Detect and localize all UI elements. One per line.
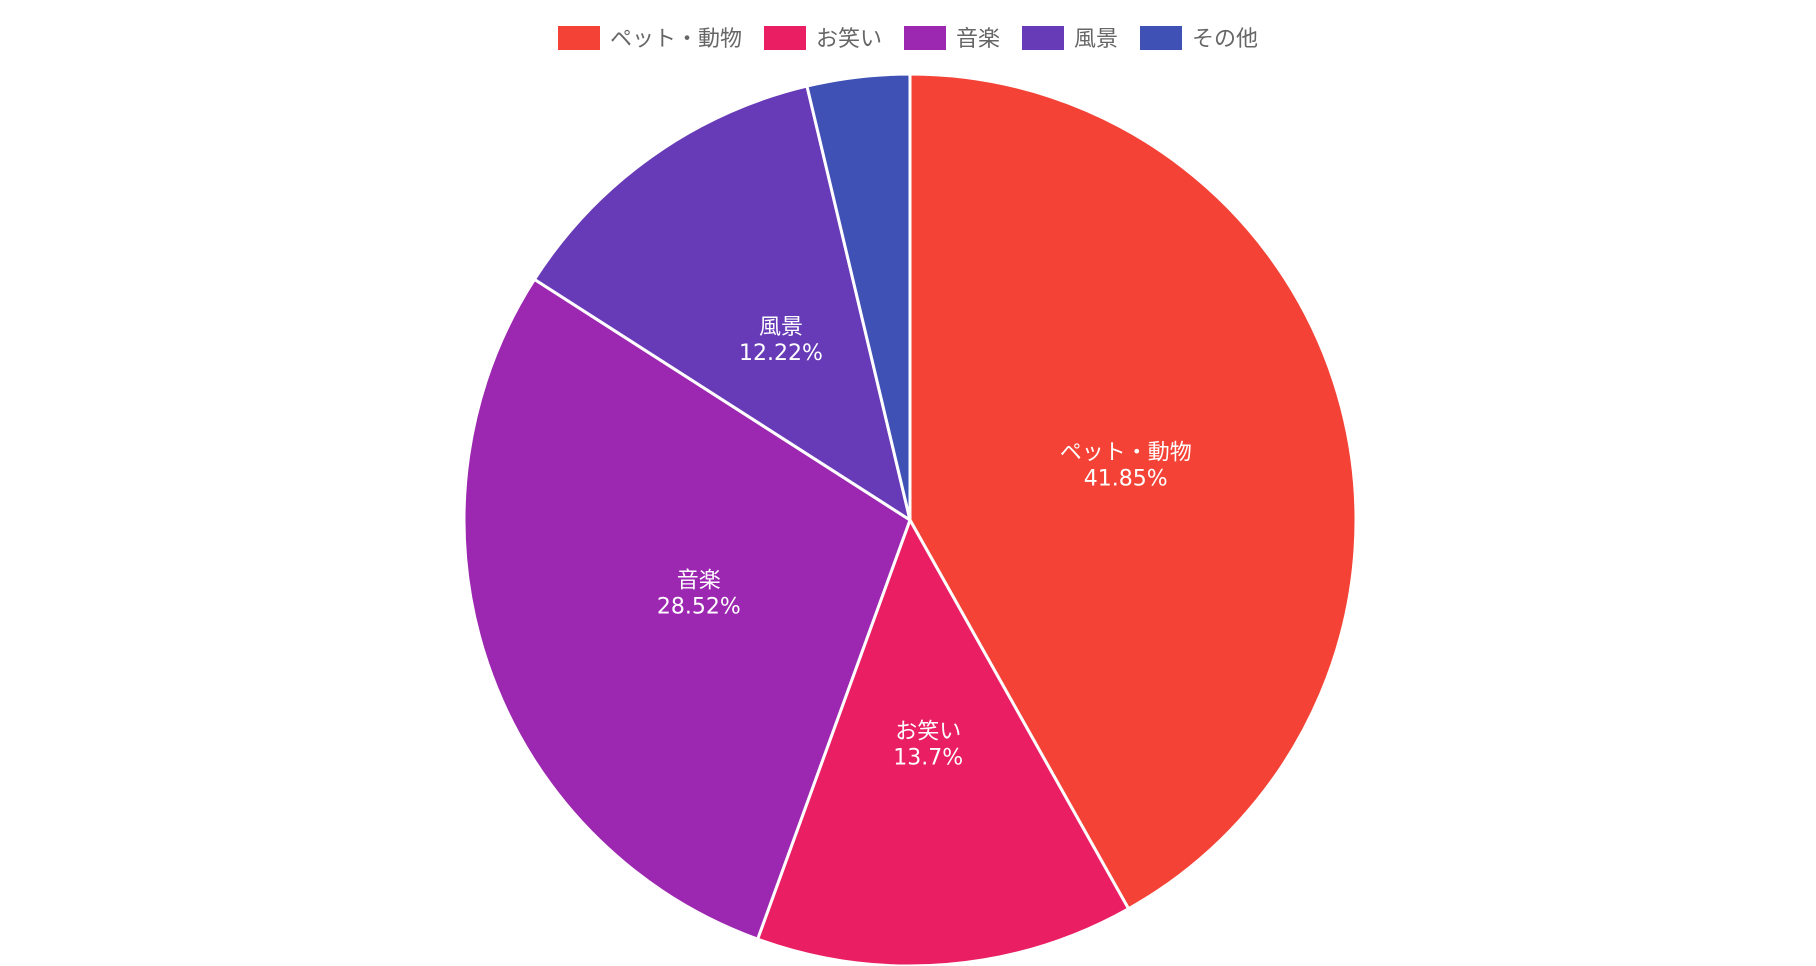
slice-0-label: ペット・動物 — [1060, 441, 1192, 466]
slice-1-wedge[interactable] — [756, 518, 1131, 966]
slice-2-wedge[interactable] — [462, 277, 912, 941]
legend-item-0[interactable]: ペット・動物 — [558, 26, 742, 52]
slice-3-percentage: 12.22% — [739, 341, 823, 366]
legend-item-1[interactable]: お笑い — [764, 26, 882, 52]
slice-3-label: 風景 — [759, 315, 803, 340]
slice-0-percentage: 41.85% — [1084, 467, 1168, 492]
legend-swatch-3 — [1022, 26, 1064, 50]
slice-1-percentage: 13.7% — [893, 745, 963, 770]
legend-item-3[interactable]: 風景 — [1022, 26, 1118, 52]
legend: ペット・動物 お笑い 音楽 風景 その他 — [558, 26, 1258, 52]
legend-label-4: その他 — [1192, 27, 1258, 52]
slice-1-label: お笑い — [895, 719, 961, 744]
legend-label-3: 風景 — [1074, 27, 1118, 52]
slice-0-wedge[interactable] — [908, 72, 1358, 911]
legend-item-2[interactable]: 音楽 — [904, 26, 1000, 52]
pie-slices — [462, 72, 1358, 966]
legend-swatch-1 — [764, 26, 806, 50]
legend-swatch-4 — [1140, 26, 1182, 50]
legend-item-4[interactable]: その他 — [1140, 26, 1258, 52]
slice-2-percentage: 28.52% — [657, 594, 741, 619]
legend-swatch-0 — [558, 26, 600, 50]
legend-swatch-2 — [904, 26, 946, 50]
legend-label-1: お笑い — [816, 27, 882, 52]
slice-2-label: 音楽 — [677, 568, 721, 593]
slice-4-wedge[interactable] — [805, 72, 912, 522]
legend-label-2: 音楽 — [956, 27, 1000, 52]
slice-3-wedge[interactable] — [532, 84, 912, 522]
legend-label-0: ペット・動物 — [610, 27, 742, 52]
